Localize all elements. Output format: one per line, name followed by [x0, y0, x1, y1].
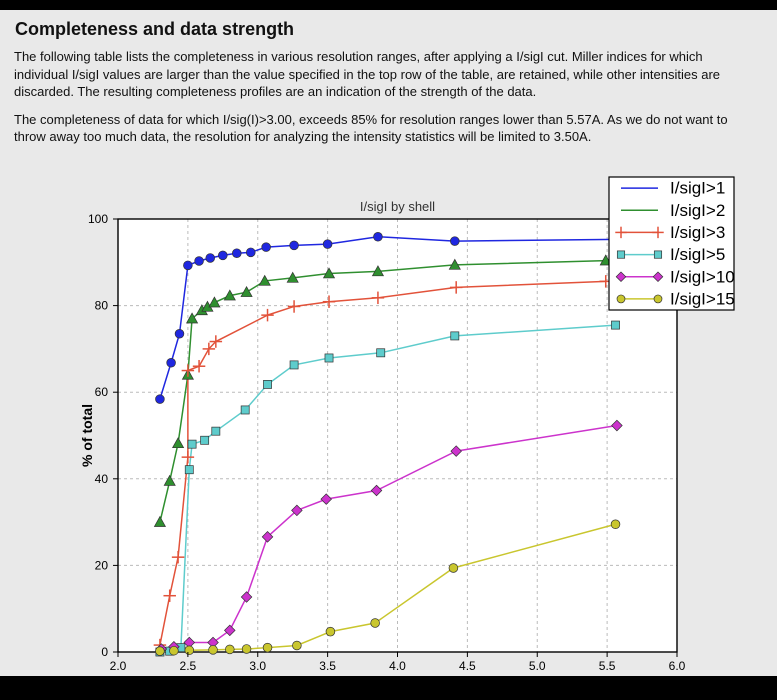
svg-text:% of total: % of total	[79, 404, 95, 467]
svg-text:80: 80	[95, 299, 109, 313]
svg-text:3.5: 3.5	[319, 659, 336, 673]
svg-text:100: 100	[88, 212, 108, 226]
svg-text:6.0: 6.0	[669, 659, 686, 673]
svg-text:5.5: 5.5	[599, 659, 616, 673]
svg-text:I/sigI>15: I/sigI>15	[670, 289, 735, 308]
svg-text:20: 20	[95, 558, 109, 572]
svg-text:I/sigI>5: I/sigI>5	[670, 245, 725, 264]
svg-text:4.5: 4.5	[459, 659, 476, 673]
svg-text:I/sigI>1: I/sigI>1	[670, 179, 725, 198]
svg-text:High resolution of shell: High resolution of shell	[320, 679, 476, 695]
svg-text:I/sigI>2: I/sigI>2	[670, 201, 725, 220]
svg-text:40: 40	[95, 472, 109, 486]
svg-text:2.5: 2.5	[180, 659, 197, 673]
svg-text:I/sigI>10: I/sigI>10	[670, 267, 735, 286]
svg-text:3.0: 3.0	[249, 659, 266, 673]
svg-text:I/sigI>3: I/sigI>3	[670, 223, 725, 242]
svg-text:I/sigI by shell: I/sigI by shell	[360, 199, 435, 214]
svg-text:5.0: 5.0	[529, 659, 546, 673]
svg-text:4.0: 4.0	[389, 659, 406, 673]
svg-text:60: 60	[95, 385, 109, 399]
svg-text:0: 0	[101, 645, 108, 659]
svg-text:2.0: 2.0	[110, 659, 127, 673]
